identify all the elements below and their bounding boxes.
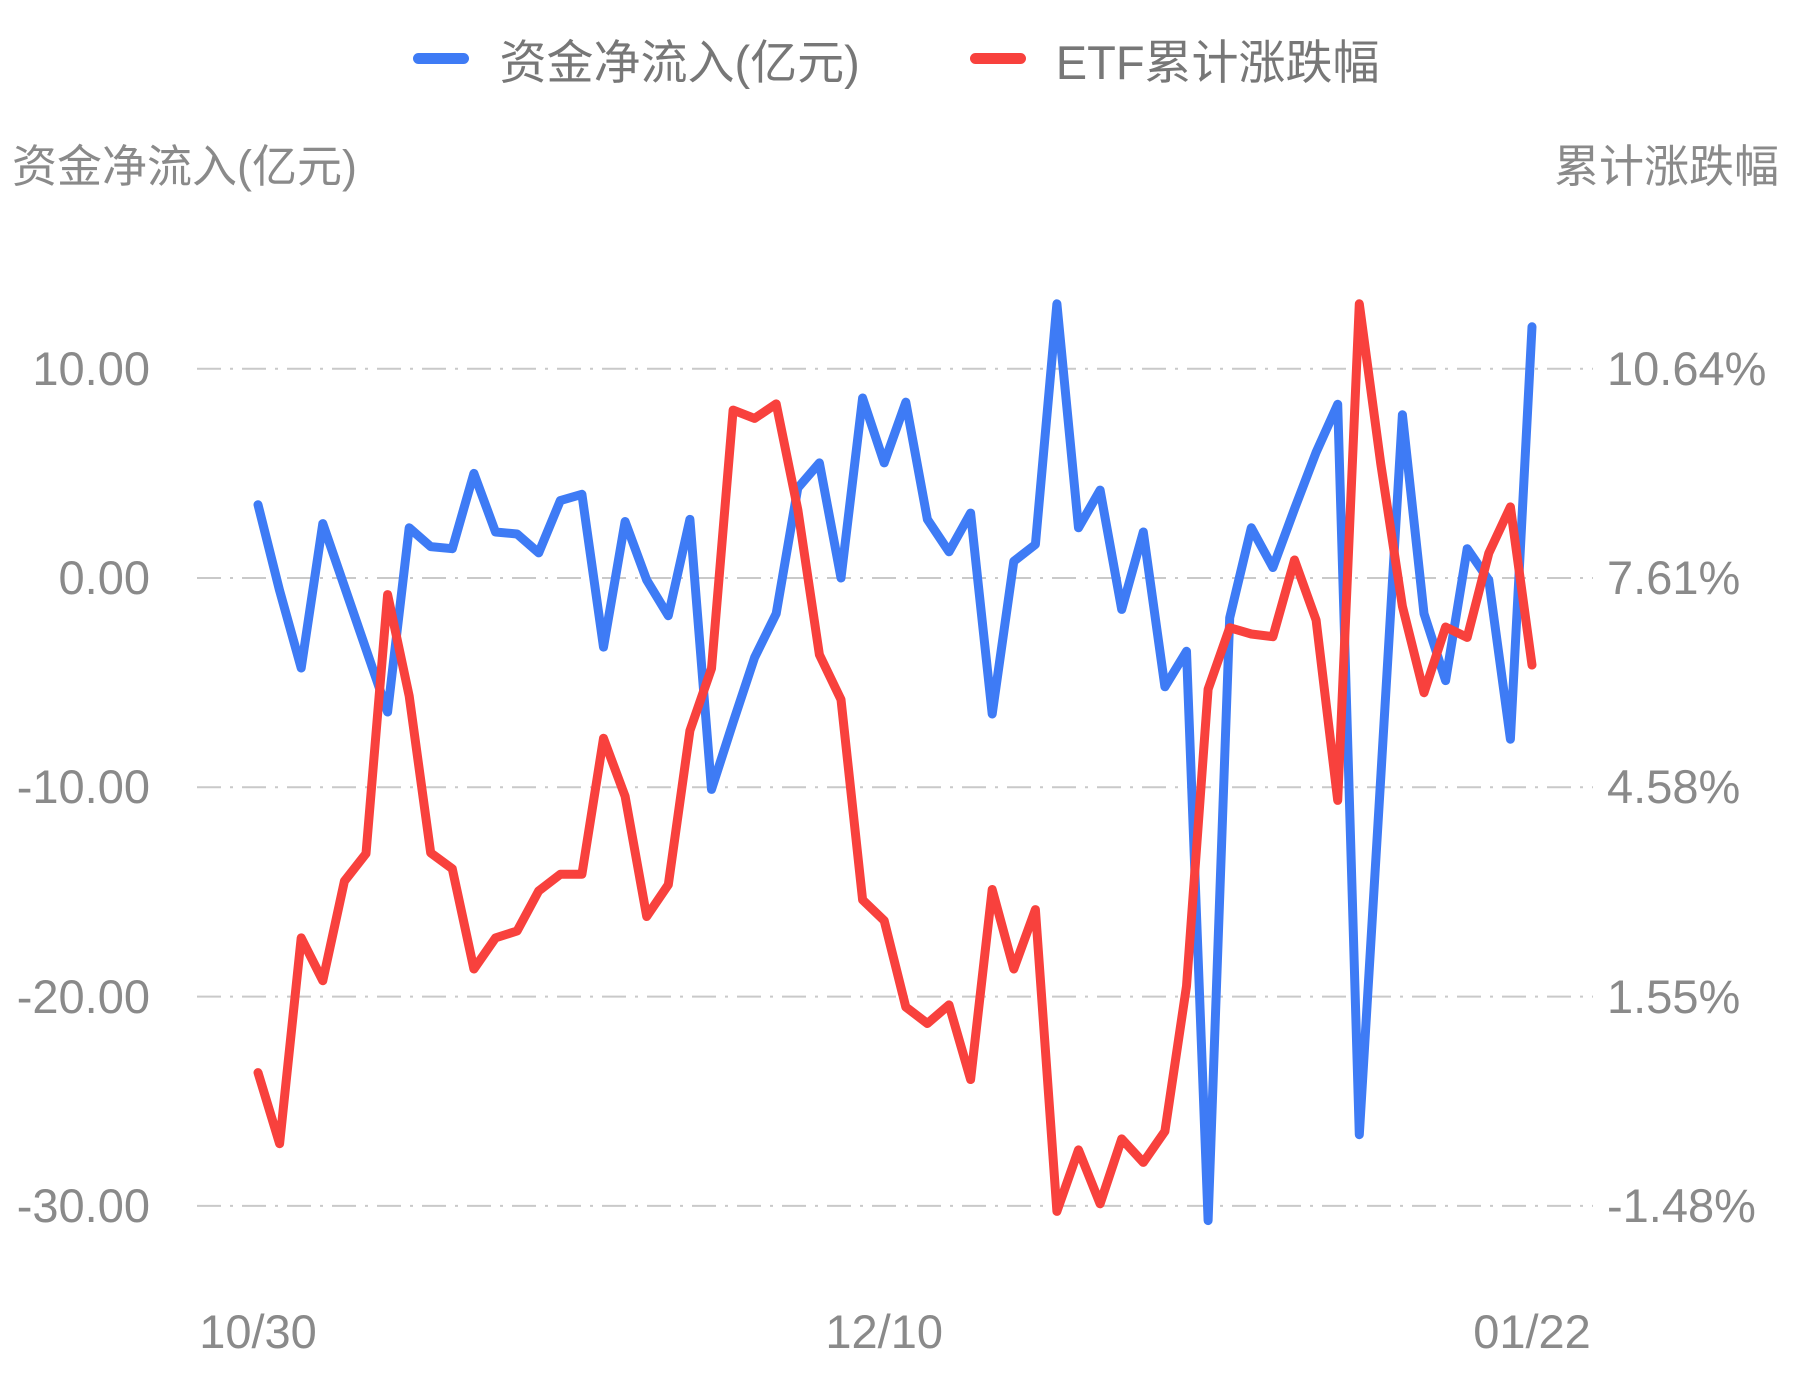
- y-axis-tick-label: 10.00: [32, 341, 150, 395]
- y-axis-tick-label: 0.00: [58, 551, 150, 604]
- y-axis-tick-label: -20.00: [16, 969, 150, 1023]
- legend-label-etf-change: ETF累计涨跌幅: [1055, 36, 1380, 89]
- y-axis-tick-label: -10.00: [16, 760, 150, 814]
- y-axis-tick-label: -1.48%: [1607, 1178, 1756, 1232]
- right-axis-title: 累计涨跌幅: [1553, 141, 1779, 192]
- legend-item-net-inflow[interactable]: 资金净流入(亿元): [413, 24, 860, 93]
- y-axis-tick-label: -30.00: [16, 1178, 150, 1232]
- legend-item-etf-change[interactable]: ETF累计涨跌幅: [969, 24, 1380, 93]
- y-axis-tick-label: 7.61%: [1607, 551, 1741, 604]
- y-axis-tick-label: 1.55%: [1607, 969, 1741, 1023]
- series-line-资金净流入(亿元): [253, 299, 1537, 1226]
- etf-change-line-swatch-icon: [969, 53, 1026, 64]
- series-line-ETF累计涨跌幅: [253, 299, 1537, 1216]
- legend-label-net-inflow: 资金净流入(亿元): [499, 36, 860, 89]
- left-axis-title: 资金净流入(亿元): [12, 141, 357, 192]
- x-axis-tick-label: 01/22: [1473, 1305, 1591, 1358]
- y-axis-tick-label: 10.64%: [1607, 341, 1767, 395]
- x-axis-tick-label: 12/10: [825, 1305, 944, 1358]
- x-axis-tick-label: 10/30: [199, 1305, 317, 1358]
- chart-legend: 资金净流入(亿元) ETF累计涨跌幅: [0, 24, 1793, 93]
- y-axis-tick-label: 4.58%: [1607, 760, 1741, 814]
- net-inflow-line-swatch-icon: [413, 53, 470, 64]
